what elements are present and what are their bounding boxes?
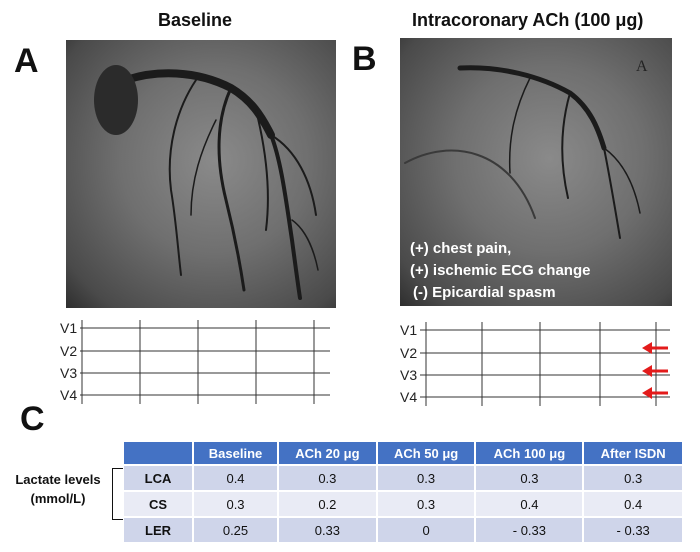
table-cell: - 0.33 — [584, 518, 682, 542]
side-label-line-2: (mmol/L) — [30, 491, 86, 506]
lactate-side-label: Lactate levels (mmol/L) — [2, 470, 114, 508]
ecg-a-lead-v3: V3 — [60, 365, 78, 381]
arrowhead-v2 — [642, 342, 652, 354]
header-cell: ACh 50 μg — [377, 442, 475, 464]
header-cell — [124, 442, 192, 464]
header-cell: Baseline — [194, 442, 278, 464]
ecg-b-lead-v4: V4 — [400, 389, 418, 405]
arrowhead-v4 — [642, 387, 652, 399]
ecg-a-lead-v4: V4 — [60, 387, 78, 403]
table-cell: 0.33 — [279, 518, 376, 542]
table-row: LCA 0.4 0.3 0.3 0.3 0.3 — [124, 466, 682, 490]
angio-marker-letter: A — [636, 58, 648, 75]
ecg-b-lead-v1: V1 — [400, 322, 418, 338]
ecg-b-lead-v2: V2 — [400, 345, 418, 361]
panel-letter-a: A — [14, 42, 39, 80]
ecg-a-lead-v1: V1 — [60, 320, 78, 336]
table-row: LER 0.25 0.33 0 - 0.33 - 0.33 — [124, 518, 682, 542]
arrowhead-v3 — [642, 365, 652, 377]
rows-bracket — [112, 468, 123, 520]
ecg-a-tracings — [80, 320, 330, 404]
table-cell: 0.4 — [194, 466, 278, 490]
row-label: CS — [124, 492, 192, 516]
table-cell: 0.25 — [194, 518, 278, 542]
table-cell: 0.3 — [584, 466, 682, 490]
ecg-change-arrows — [642, 342, 668, 399]
ach-angiogram: A — [400, 38, 672, 306]
finding-chest-pain: (+) chest pain, — [410, 240, 512, 257]
table-cell: 0.3 — [279, 466, 376, 490]
table-row: CS 0.3 0.2 0.3 0.4 0.4 — [124, 492, 682, 516]
ecg-a-lead-v2: V2 — [60, 343, 78, 359]
table-cell: 0.4 — [584, 492, 682, 516]
header-cell: After ISDN — [584, 442, 682, 464]
finding-epicardial-spasm: (-) Epicardial spasm — [413, 284, 556, 301]
coronary-vessels-baseline — [94, 65, 319, 300]
lactate-table: Baseline ACh 20 μg ACh 50 μg ACh 100 μg … — [122, 440, 684, 544]
panel-b-title: Intracoronary ACh (100 μg) — [412, 10, 644, 30]
baseline-angiogram — [66, 40, 336, 308]
row-label: LER — [124, 518, 192, 542]
ecg-b-tracings — [420, 322, 670, 406]
table-header-row: Baseline ACh 20 μg ACh 50 μg ACh 100 μg … — [124, 442, 682, 464]
coronary-vessels-ach — [404, 65, 641, 239]
finding-ischemic-ecg-change: (+) ischemic ECG change — [410, 262, 591, 279]
header-cell: ACh 20 μg — [279, 442, 376, 464]
table-cell: 0.2 — [279, 492, 376, 516]
panel-letter-b: B — [352, 40, 377, 78]
table-cell: 0.3 — [377, 492, 475, 516]
table-cell: 0.3 — [194, 492, 278, 516]
row-label: LCA — [124, 466, 192, 490]
table-cell: 0.3 — [476, 466, 583, 490]
header-cell: ACh 100 μg — [476, 442, 583, 464]
ecg-b-lead-v3: V3 — [400, 367, 418, 383]
side-label-line-1: Lactate levels — [15, 472, 101, 487]
table-cell: - 0.33 — [476, 518, 583, 542]
table-cell: 0 — [377, 518, 475, 542]
panel-a-title: Baseline — [158, 10, 233, 30]
table-cell: 0.3 — [377, 466, 475, 490]
table-cell: 0.4 — [476, 492, 583, 516]
panel-letter-c: C — [20, 400, 45, 438]
